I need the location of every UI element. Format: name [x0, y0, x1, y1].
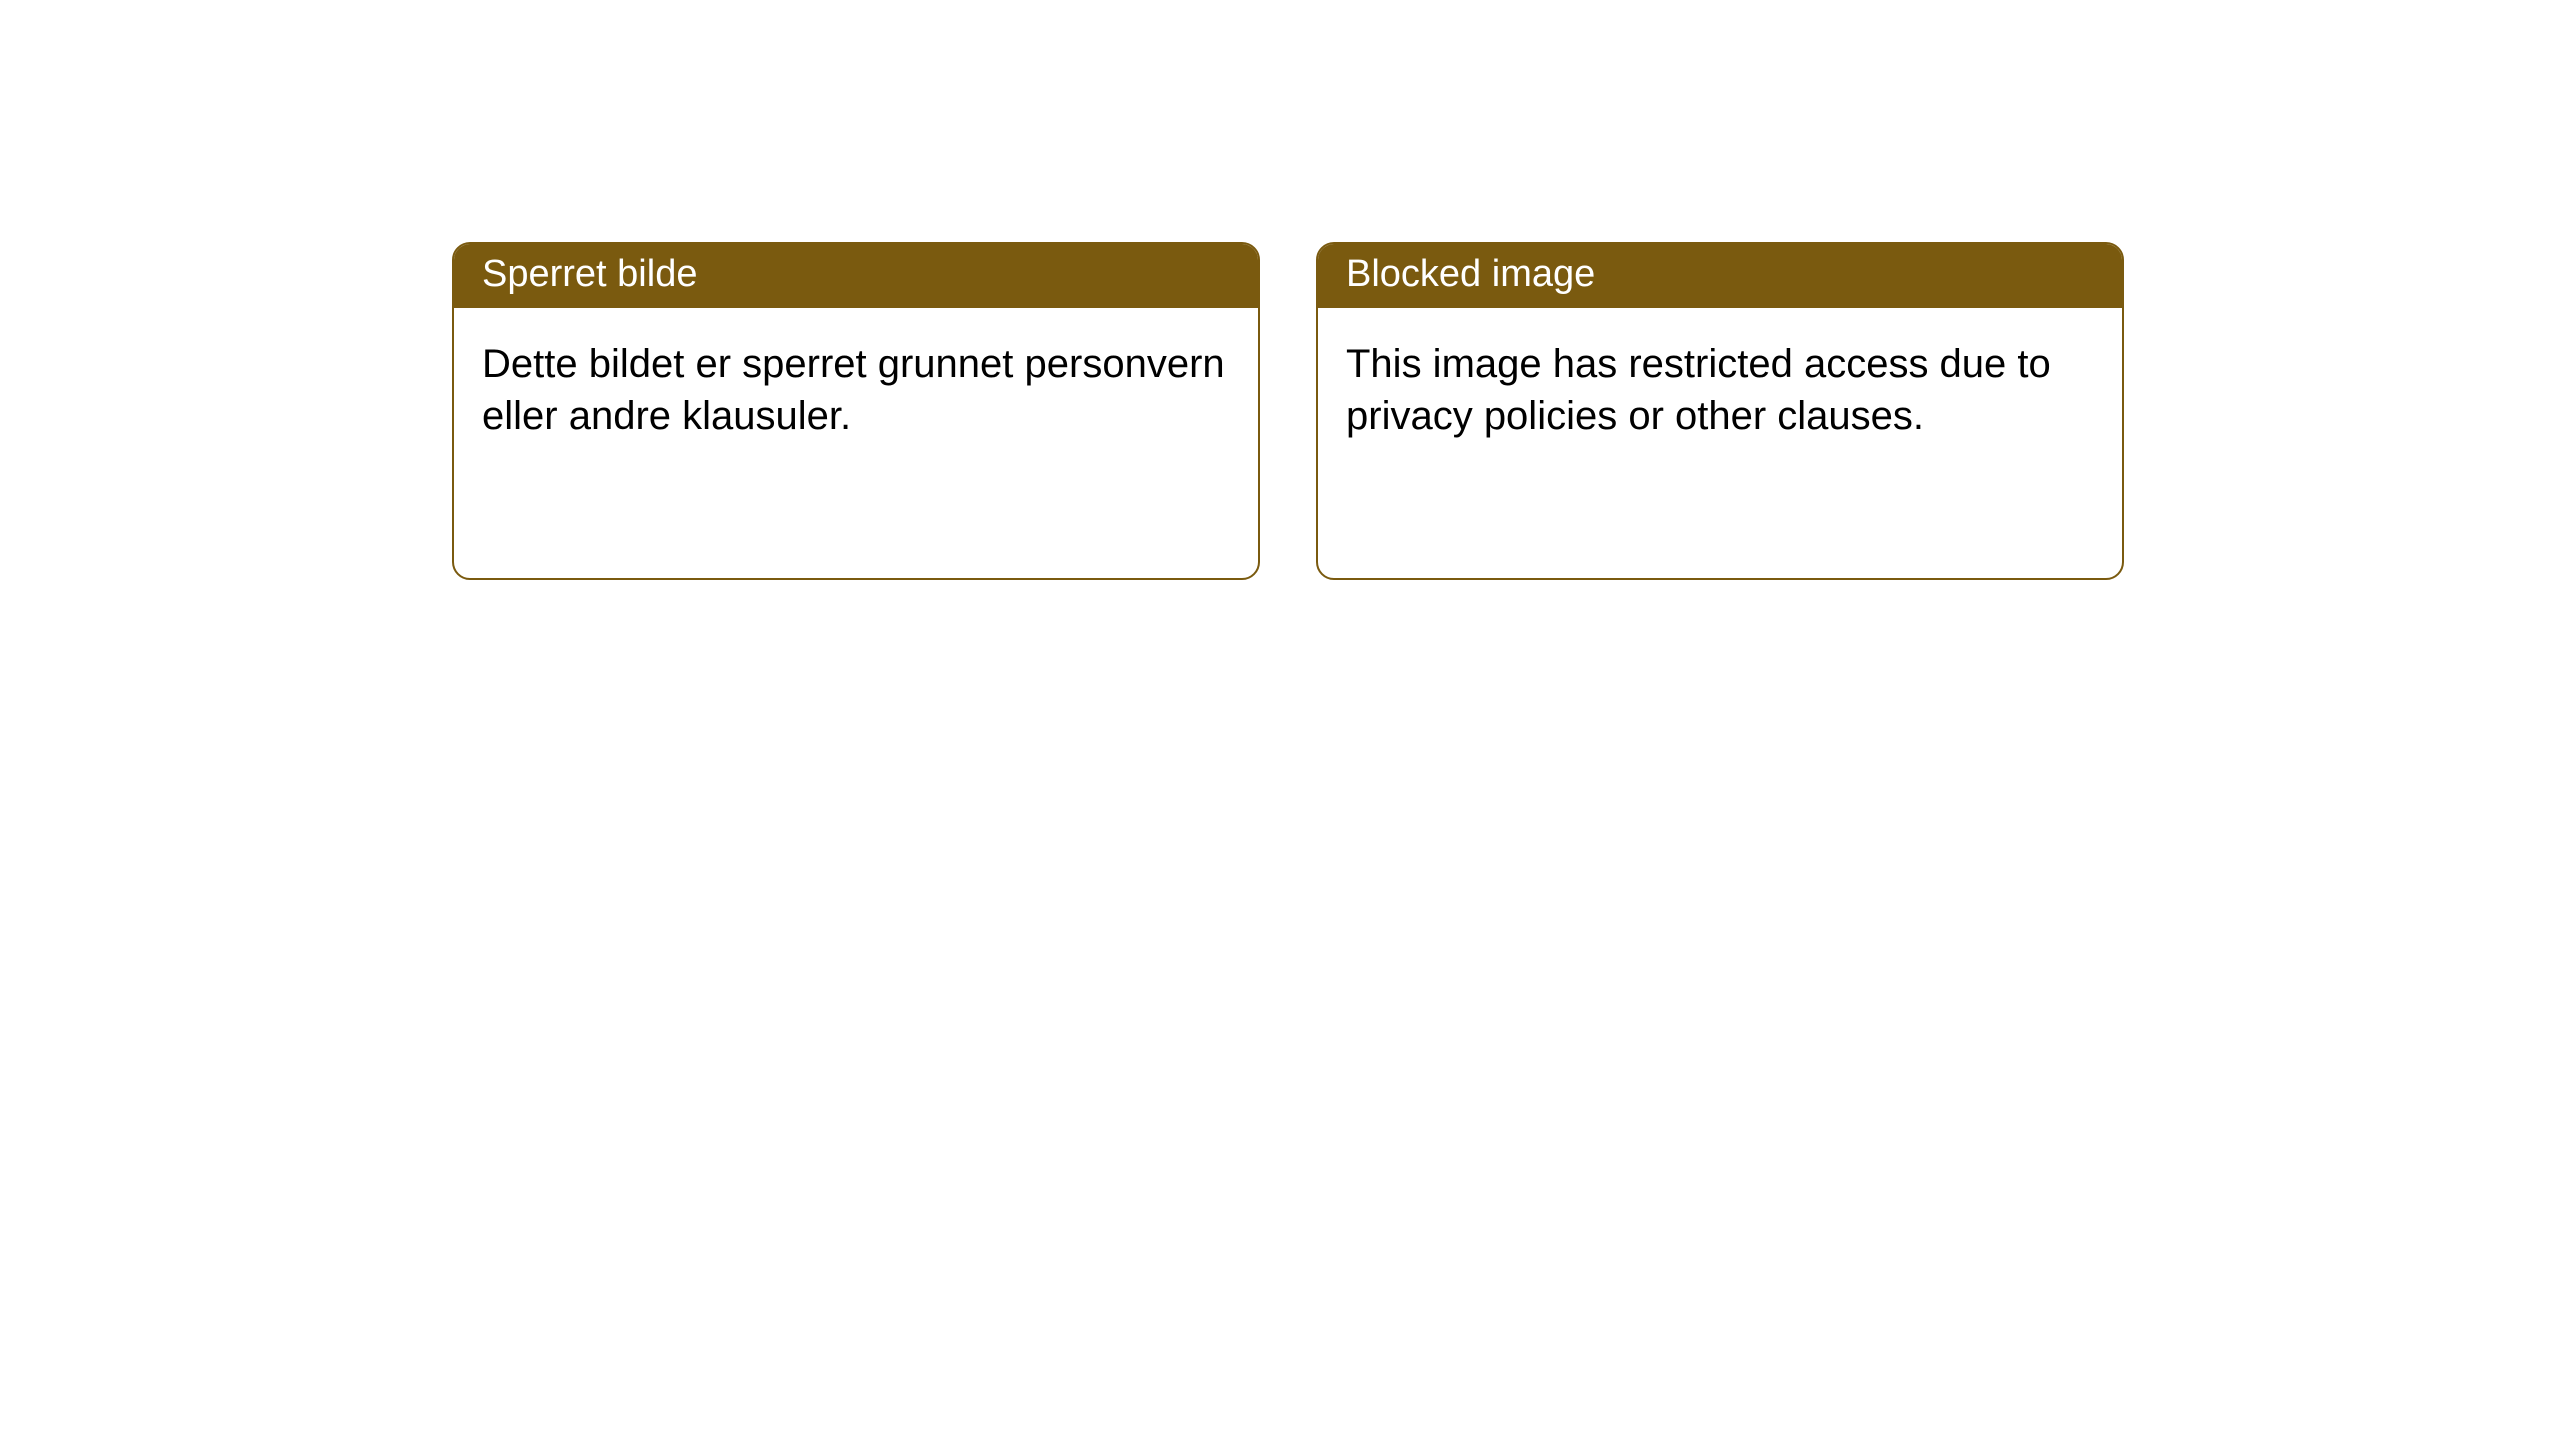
notice-body-text: Dette bildet er sperret grunnet personve…: [482, 342, 1225, 438]
notice-body-text: This image has restricted access due to …: [1346, 342, 2051, 438]
notice-body-english: This image has restricted access due to …: [1318, 308, 2122, 472]
notice-title: Blocked image: [1346, 253, 1595, 295]
notice-title: Sperret bilde: [482, 253, 697, 295]
notice-container: Sperret bilde Dette bildet er sperret gr…: [0, 0, 2560, 580]
notice-card-norwegian: Sperret bilde Dette bildet er sperret gr…: [452, 242, 1260, 580]
notice-body-norwegian: Dette bildet er sperret grunnet personve…: [454, 308, 1258, 472]
notice-card-english: Blocked image This image has restricted …: [1316, 242, 2124, 580]
notice-header-english: Blocked image: [1318, 244, 2122, 308]
notice-header-norwegian: Sperret bilde: [454, 244, 1258, 308]
